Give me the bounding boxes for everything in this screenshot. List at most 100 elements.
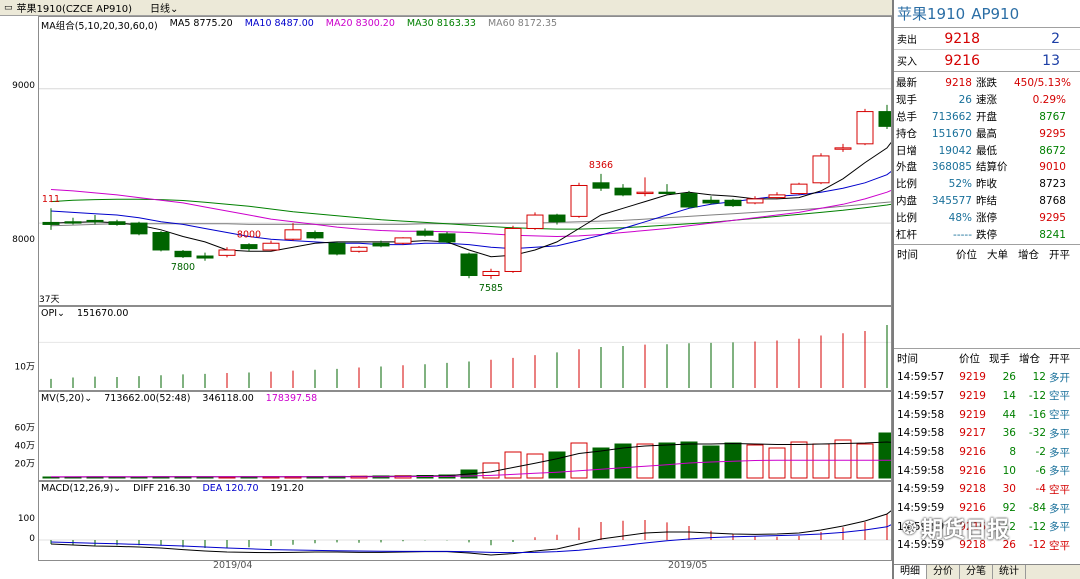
quote-value: 151670 [931, 127, 972, 140]
candle-body [504, 227, 522, 272]
tick-row[interactable]: 14:59:57 9219 14 -12 空平 [894, 387, 1080, 406]
tick-price: 9216 [959, 446, 986, 458]
tick-row[interactable]: 14:59:59 9216 12 -12 多平 [894, 517, 1080, 536]
side-tabs: 明细 分价 分笔 统计 [894, 564, 1080, 579]
macd-panel[interactable]: MACD(12,26,9)⌄ DIFF 216.30 DEA 120.70 19… [38, 481, 892, 561]
candle-body [438, 233, 456, 243]
opi-panel[interactable]: OPI⌄ 151670.00 [38, 306, 892, 391]
candle-body [526, 214, 544, 229]
candle-body [548, 214, 566, 223]
col-header: 价位 [956, 248, 977, 261]
tick-time: 14:59:57 [897, 389, 945, 402]
macd-dea: DEA 120.70 [202, 483, 259, 494]
opi-label[interactable]: OPI⌄ [41, 308, 65, 319]
volume-bar [878, 432, 891, 479]
tick-type: 空平 [1049, 539, 1070, 552]
candle-body [812, 155, 830, 184]
quote-value: 8768 [1039, 195, 1066, 208]
watermark-text: 期货日报 [921, 518, 1010, 543]
x-tick: 2019/04 [213, 560, 253, 571]
volume-bar [504, 451, 522, 479]
bid-price: 9216 [944, 52, 980, 69]
ma-legend: MA组合(5,10,20,30,60,0) MA5 8775.20 MA10 8… [41, 18, 557, 32]
tick-row[interactable]: 14:59:59 9218 30 -4 空平 [894, 480, 1080, 499]
volume-bar [834, 439, 852, 479]
mv-label[interactable]: MV(5,20)⌄ [41, 393, 93, 404]
ask-price: 9218 [944, 30, 980, 47]
volume-bar [658, 442, 676, 479]
tick-oi-change: -16 [1028, 408, 1046, 421]
ask-row[interactable]: 卖出 9218 2 [894, 28, 1080, 50]
tick-price: 9216 [959, 520, 986, 533]
volume-chart [42, 432, 891, 479]
y-tick: 60万 [14, 423, 35, 434]
quote-value: 52% [948, 178, 972, 191]
volume-bar [768, 447, 786, 479]
price-panel[interactable]: MA组合(5,10,20,30,60,0) MA5 8775.20 MA10 8… [38, 16, 892, 306]
tab-price[interactable]: 分价 [927, 565, 960, 579]
quote-key: 比例 [896, 212, 917, 225]
tick-oi-change: 12 [1032, 371, 1046, 384]
tick-row[interactable]: 14:59:58 9216 10 -6 多平 [894, 461, 1080, 480]
wechat-logo-icon: ❂ [902, 517, 918, 539]
bid-row[interactable]: 买入 9216 13 [894, 50, 1080, 72]
quote-value: 8241 [1039, 229, 1066, 242]
macd-label[interactable]: MACD(12,26,9)⌄ [41, 483, 122, 494]
contract-name: 苹果1910 [897, 5, 966, 23]
period-selector[interactable]: 日线⌄ [150, 4, 179, 15]
quote-key: 开盘 [976, 110, 997, 123]
quote-side-panel: 苹果1910 AP910 卖出 9218 2 买入 9216 13 最新 9218… [892, 0, 1080, 579]
candle-body [130, 222, 148, 235]
tab-trades[interactable]: 分笔 [960, 565, 993, 579]
ma-indicator-label[interactable]: MA组合(5,10,20,30,60,0) [41, 21, 158, 32]
candle-body [570, 184, 588, 217]
volume-bar [548, 451, 566, 479]
candle-body [372, 242, 390, 247]
candle-body [240, 244, 258, 250]
col-header: 增仓 [1018, 248, 1039, 261]
x-axis: 2019/04 2019/05 [38, 560, 892, 574]
quote-title: 苹果1910 AP910 [894, 0, 1080, 28]
quote-value: 26 [958, 93, 972, 106]
bid-label: 买入 [897, 57, 917, 68]
chart-area[interactable]: 9000 8000 MA组合(5,10,20,30,60,0) MA5 8775… [0, 16, 892, 579]
candle-body [218, 249, 236, 256]
mv-panel[interactable]: MV(5,20)⌄ 713662.00(52:48) 346118.00 178… [38, 391, 892, 481]
tick-row[interactable]: 14:59:59 9216 92 -84 多平 [894, 499, 1080, 518]
tab-stats[interactable]: 统计 [993, 565, 1026, 579]
tick-row[interactable]: 14:59:58 9219 44 -16 空平 [894, 405, 1080, 424]
tick-row[interactable]: 14:59:58 9217 36 -32 多平 [894, 424, 1080, 443]
candle-body [658, 191, 676, 195]
col-header: 开平 [1049, 248, 1070, 261]
y-tick: 40万 [14, 441, 35, 452]
tick-row[interactable]: 14:59:59 9218 26 -12 空平 [894, 536, 1080, 555]
candlestick-chart[interactable]: 11180007800758583669295 [39, 17, 891, 305]
quote-key: 总手 [896, 110, 917, 123]
candle-body [328, 242, 346, 255]
chevron-down-icon: ⌄ [113, 483, 122, 494]
tick-oi-change: -84 [1028, 502, 1046, 515]
tick-row[interactable]: 14:59:57 9219 26 12 多开 [894, 368, 1080, 387]
volume-bar [570, 442, 588, 479]
tick-row[interactable]: 14:59:58 9216 8 -2 多平 [894, 443, 1080, 462]
col-header: 开平 [1049, 352, 1070, 365]
quote-key: 最新 [896, 77, 917, 89]
tab-detail[interactable]: 明细 [894, 565, 927, 579]
tick-volume: 92 [1002, 502, 1016, 515]
quote-value: 368085 [931, 161, 972, 174]
quote-value: 48% [948, 212, 972, 225]
quote-key: 外盘 [896, 161, 917, 174]
candle-body [86, 219, 104, 223]
tick-price: 9216 [959, 502, 986, 515]
ma60-line [50, 201, 891, 227]
tick-price: 9218 [959, 483, 986, 496]
chevron-down-icon: ⌄ [57, 308, 65, 319]
volume-bar [636, 443, 654, 479]
tick-price: 9219 [959, 389, 986, 402]
volume-bar [680, 441, 698, 479]
macd-legend: MACD(12,26,9)⌄ DIFF 216.30 DEA 120.70 19… [41, 483, 304, 494]
tick-type: 多平 [1049, 465, 1070, 478]
candle-body [636, 191, 654, 195]
ticks-list[interactable]: 14:59:57 9219 26 12 多开 14:59:57 9219 14 -12 空平 14:… [894, 368, 1080, 555]
quote-key: 速涨 [976, 93, 997, 106]
